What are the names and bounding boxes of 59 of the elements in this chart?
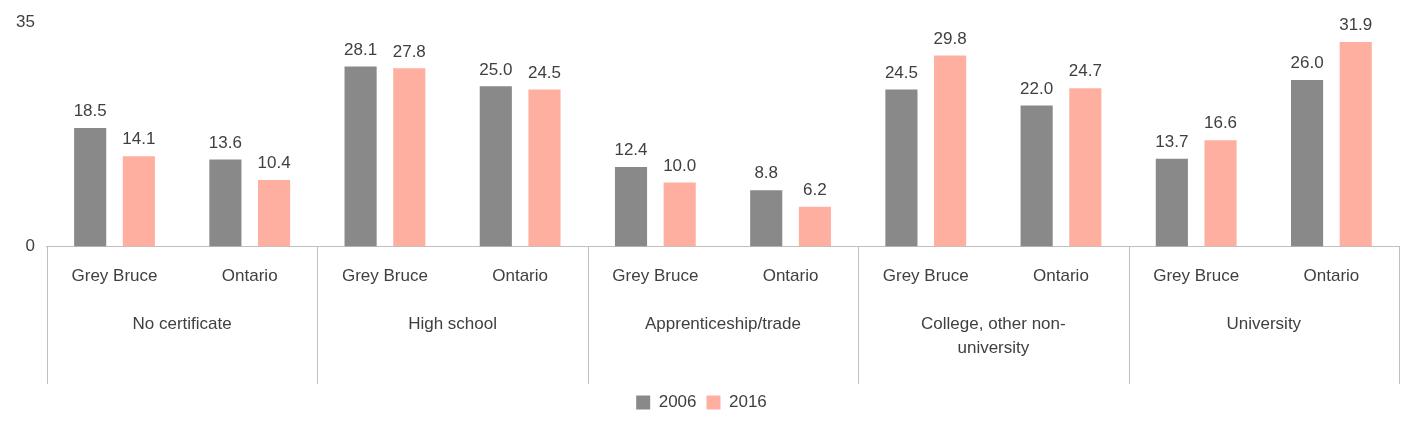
y-tick-label: 0: [25, 236, 35, 256]
text: College, other non-university: [921, 314, 1066, 358]
bar: [934, 55, 967, 247]
bar: [1155, 158, 1188, 247]
x-tick-label: Ontario: [1303, 266, 1360, 286]
data-label: 13.6: [208, 132, 242, 152]
data-label: 18.5: [73, 101, 107, 121]
x-tick-label: Grey Bruce: [612, 266, 699, 286]
bar: [209, 159, 242, 247]
data-label: 16.6: [1203, 113, 1238, 133]
data-label: 31.9: [1339, 15, 1373, 35]
x-tick-label: Grey Bruce: [1153, 266, 1240, 286]
bar: [1204, 140, 1237, 247]
bar: [74, 127, 107, 247]
bar: [393, 68, 426, 247]
x-tick-label: Ontario: [492, 266, 549, 286]
bar: [750, 190, 783, 247]
bar: [122, 156, 155, 247]
bar: [1290, 79, 1324, 247]
legend-label: 2016: [729, 392, 767, 412]
data-label: 24.5: [527, 62, 562, 82]
data-label: 14.1: [122, 129, 156, 149]
x-tick-label: Ontario: [221, 266, 278, 286]
data-label: 12.4: [614, 140, 648, 160]
data-label: 29.8: [933, 28, 967, 48]
x-tick-label: Grey Bruce: [882, 266, 969, 286]
data-label: 22.0: [1020, 78, 1054, 98]
data-label: 13.7: [1155, 131, 1189, 151]
data-label: 26.0: [1290, 53, 1324, 73]
x-tick-label: Grey Bruce: [71, 266, 158, 286]
bar: [479, 86, 512, 247]
data-label: 27.8: [392, 41, 426, 61]
y-tick-label: 35: [15, 11, 35, 31]
data-label: 8.8: [754, 163, 779, 183]
data-label: 10.4: [257, 153, 291, 173]
data-label: 28.1: [344, 39, 378, 59]
bar: [614, 167, 648, 247]
bar: [663, 182, 696, 247]
data-label: 25.0: [479, 59, 513, 79]
data-label: 24.5: [884, 62, 918, 82]
bar: [1020, 105, 1053, 247]
data-label: 10.0: [663, 155, 697, 175]
x-tick-label: Grey Bruce: [341, 266, 428, 286]
text: Apprenticeship/trade: [644, 314, 801, 334]
text: University: [1226, 314, 1302, 334]
bar: [528, 89, 561, 247]
text: High school: [408, 314, 497, 334]
x-tick-label: Ontario: [762, 266, 819, 286]
text: No certificate: [132, 314, 232, 334]
bar: [798, 206, 831, 247]
bar: [1339, 42, 1372, 247]
data-label: 24.7: [1068, 61, 1102, 81]
bar: [258, 179, 291, 247]
bar: [885, 89, 918, 247]
data-label: 6.2: [803, 180, 827, 200]
x-tick-label: Ontario: [1033, 266, 1089, 286]
bar: [1069, 88, 1102, 247]
bar: [344, 66, 377, 247]
legend-label: 2006: [658, 392, 697, 412]
